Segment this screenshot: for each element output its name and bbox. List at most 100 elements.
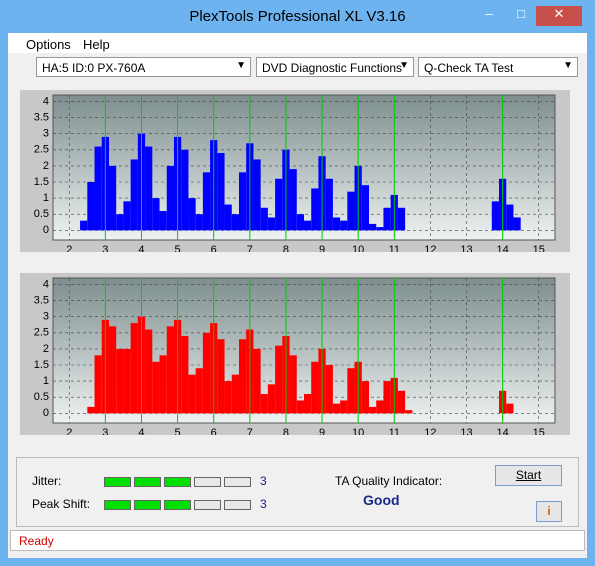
function-select[interactable]: DVD Diagnostic Functions ▼ bbox=[256, 57, 414, 77]
bar bbox=[361, 381, 370, 414]
y-tick-label: 0.5 bbox=[34, 208, 49, 220]
minimize-button[interactable]: – bbox=[485, 6, 493, 21]
bar bbox=[325, 365, 333, 414]
bar bbox=[267, 384, 276, 414]
x-tick-label: 15 bbox=[533, 244, 545, 252]
meter-segment bbox=[164, 500, 191, 510]
drive-select[interactable]: HA:5 ID:0 PX-760A ▼ bbox=[36, 57, 251, 77]
bar bbox=[332, 217, 341, 231]
x-tick-label: 4 bbox=[138, 244, 144, 252]
quality-label: TA Quality Indicator: bbox=[335, 474, 443, 488]
bar bbox=[87, 182, 95, 231]
bar bbox=[217, 153, 225, 231]
window-title: PlexTools Professional XL V3.16 bbox=[189, 8, 406, 25]
bar bbox=[217, 339, 225, 414]
bar bbox=[87, 406, 95, 414]
x-tick-label: 11 bbox=[389, 244, 400, 252]
menu-bar: Options Help bbox=[8, 33, 587, 53]
bar bbox=[166, 326, 174, 414]
bar bbox=[195, 214, 203, 231]
bar bbox=[296, 214, 304, 231]
x-tick-label: 5 bbox=[175, 244, 181, 252]
bar bbox=[195, 368, 203, 414]
y-tick-label: 0 bbox=[43, 224, 49, 236]
x-tick-label: 7 bbox=[247, 427, 253, 435]
bar bbox=[311, 188, 319, 231]
bar bbox=[130, 323, 138, 414]
x-tick-label: 13 bbox=[460, 244, 472, 252]
bar bbox=[181, 336, 189, 414]
x-tick-label: 6 bbox=[211, 427, 217, 435]
bar bbox=[159, 355, 167, 414]
bar bbox=[108, 326, 117, 414]
y-tick-label: 0 bbox=[43, 407, 49, 419]
bar bbox=[188, 374, 196, 414]
bar bbox=[224, 381, 232, 414]
bar bbox=[491, 201, 500, 231]
x-tick-label: 14 bbox=[497, 244, 509, 252]
y-tick-label: 1.5 bbox=[34, 176, 49, 188]
y-tick-label: 3 bbox=[43, 311, 49, 323]
close-button[interactable]: ✕ bbox=[536, 6, 582, 26]
bar bbox=[347, 191, 355, 231]
start-button[interactable]: Start bbox=[495, 465, 562, 486]
bar bbox=[397, 390, 406, 414]
bar bbox=[80, 220, 88, 231]
menu-item[interactable]: Help bbox=[83, 37, 110, 52]
bar bbox=[224, 204, 232, 231]
maximize-button[interactable]: □ bbox=[517, 6, 525, 21]
meter-segment bbox=[194, 500, 221, 510]
y-tick-label: 3 bbox=[43, 128, 49, 140]
bar bbox=[311, 361, 319, 414]
bar bbox=[332, 403, 341, 414]
bar bbox=[130, 159, 138, 231]
menu-item[interactable]: Options bbox=[26, 37, 71, 52]
meter-label: Jitter: bbox=[32, 474, 62, 488]
bar bbox=[304, 220, 312, 231]
bar bbox=[361, 185, 370, 231]
quality-result: Good bbox=[363, 492, 400, 508]
meter-segment bbox=[224, 477, 251, 487]
bar bbox=[506, 204, 514, 231]
x-tick-label: 10 bbox=[352, 244, 364, 252]
x-tick-label: 15 bbox=[533, 427, 545, 435]
client-area: Options Help HA:5 ID:0 PX-760A ▼ DVD Diag… bbox=[8, 33, 587, 558]
x-tick-label: 4 bbox=[138, 427, 144, 435]
bar bbox=[152, 198, 160, 231]
y-tick-label: 0.5 bbox=[34, 391, 49, 403]
meter-label: Peak Shift: bbox=[32, 497, 91, 511]
x-tick-label: 3 bbox=[102, 244, 108, 252]
bar bbox=[253, 159, 261, 231]
bar bbox=[397, 207, 406, 231]
y-tick-label: 2 bbox=[43, 160, 49, 172]
x-tick-label: 13 bbox=[460, 427, 472, 435]
chart-panel: 0 0.5 1 1.5 2 2.5 3 3.5 4 2 3 4 5 6 7 8 9 10 11 12 13 14 15 bbox=[20, 273, 570, 439]
bar bbox=[94, 355, 102, 414]
bar bbox=[289, 169, 297, 231]
result-group: Jitter: Peak Shift: 3 3 TA Quality Indic… bbox=[16, 457, 579, 527]
bar bbox=[166, 165, 174, 231]
status-text: Ready bbox=[19, 534, 54, 548]
meter-segment bbox=[104, 477, 131, 487]
status-bar: Ready bbox=[10, 530, 585, 551]
meter-segment bbox=[134, 500, 161, 510]
y-tick-label: 2 bbox=[43, 343, 49, 355]
chart-panel: 0 0.5 1 1.5 2 2.5 3 3.5 4 2 3 4 5 6 7 8 9 10 11 12 13 14 15 bbox=[20, 90, 570, 256]
bar bbox=[94, 146, 102, 231]
combo-text: HA:5 ID:0 PX-760A bbox=[42, 61, 146, 75]
info-button[interactable]: i bbox=[536, 501, 562, 522]
bar bbox=[260, 394, 268, 414]
bar bbox=[340, 400, 348, 414]
bar bbox=[123, 348, 131, 414]
bar bbox=[289, 355, 297, 414]
bar bbox=[145, 146, 153, 231]
bar bbox=[267, 217, 276, 231]
bar bbox=[383, 381, 391, 414]
bar bbox=[304, 394, 312, 414]
combo-text: Q-Check TA Test bbox=[424, 61, 514, 75]
bar bbox=[152, 361, 160, 414]
x-tick-label: 12 bbox=[424, 427, 436, 435]
test-select[interactable]: Q-Check TA Test ▼ bbox=[418, 57, 578, 77]
bar bbox=[253, 348, 261, 414]
y-tick-label: 1.5 bbox=[34, 359, 49, 371]
